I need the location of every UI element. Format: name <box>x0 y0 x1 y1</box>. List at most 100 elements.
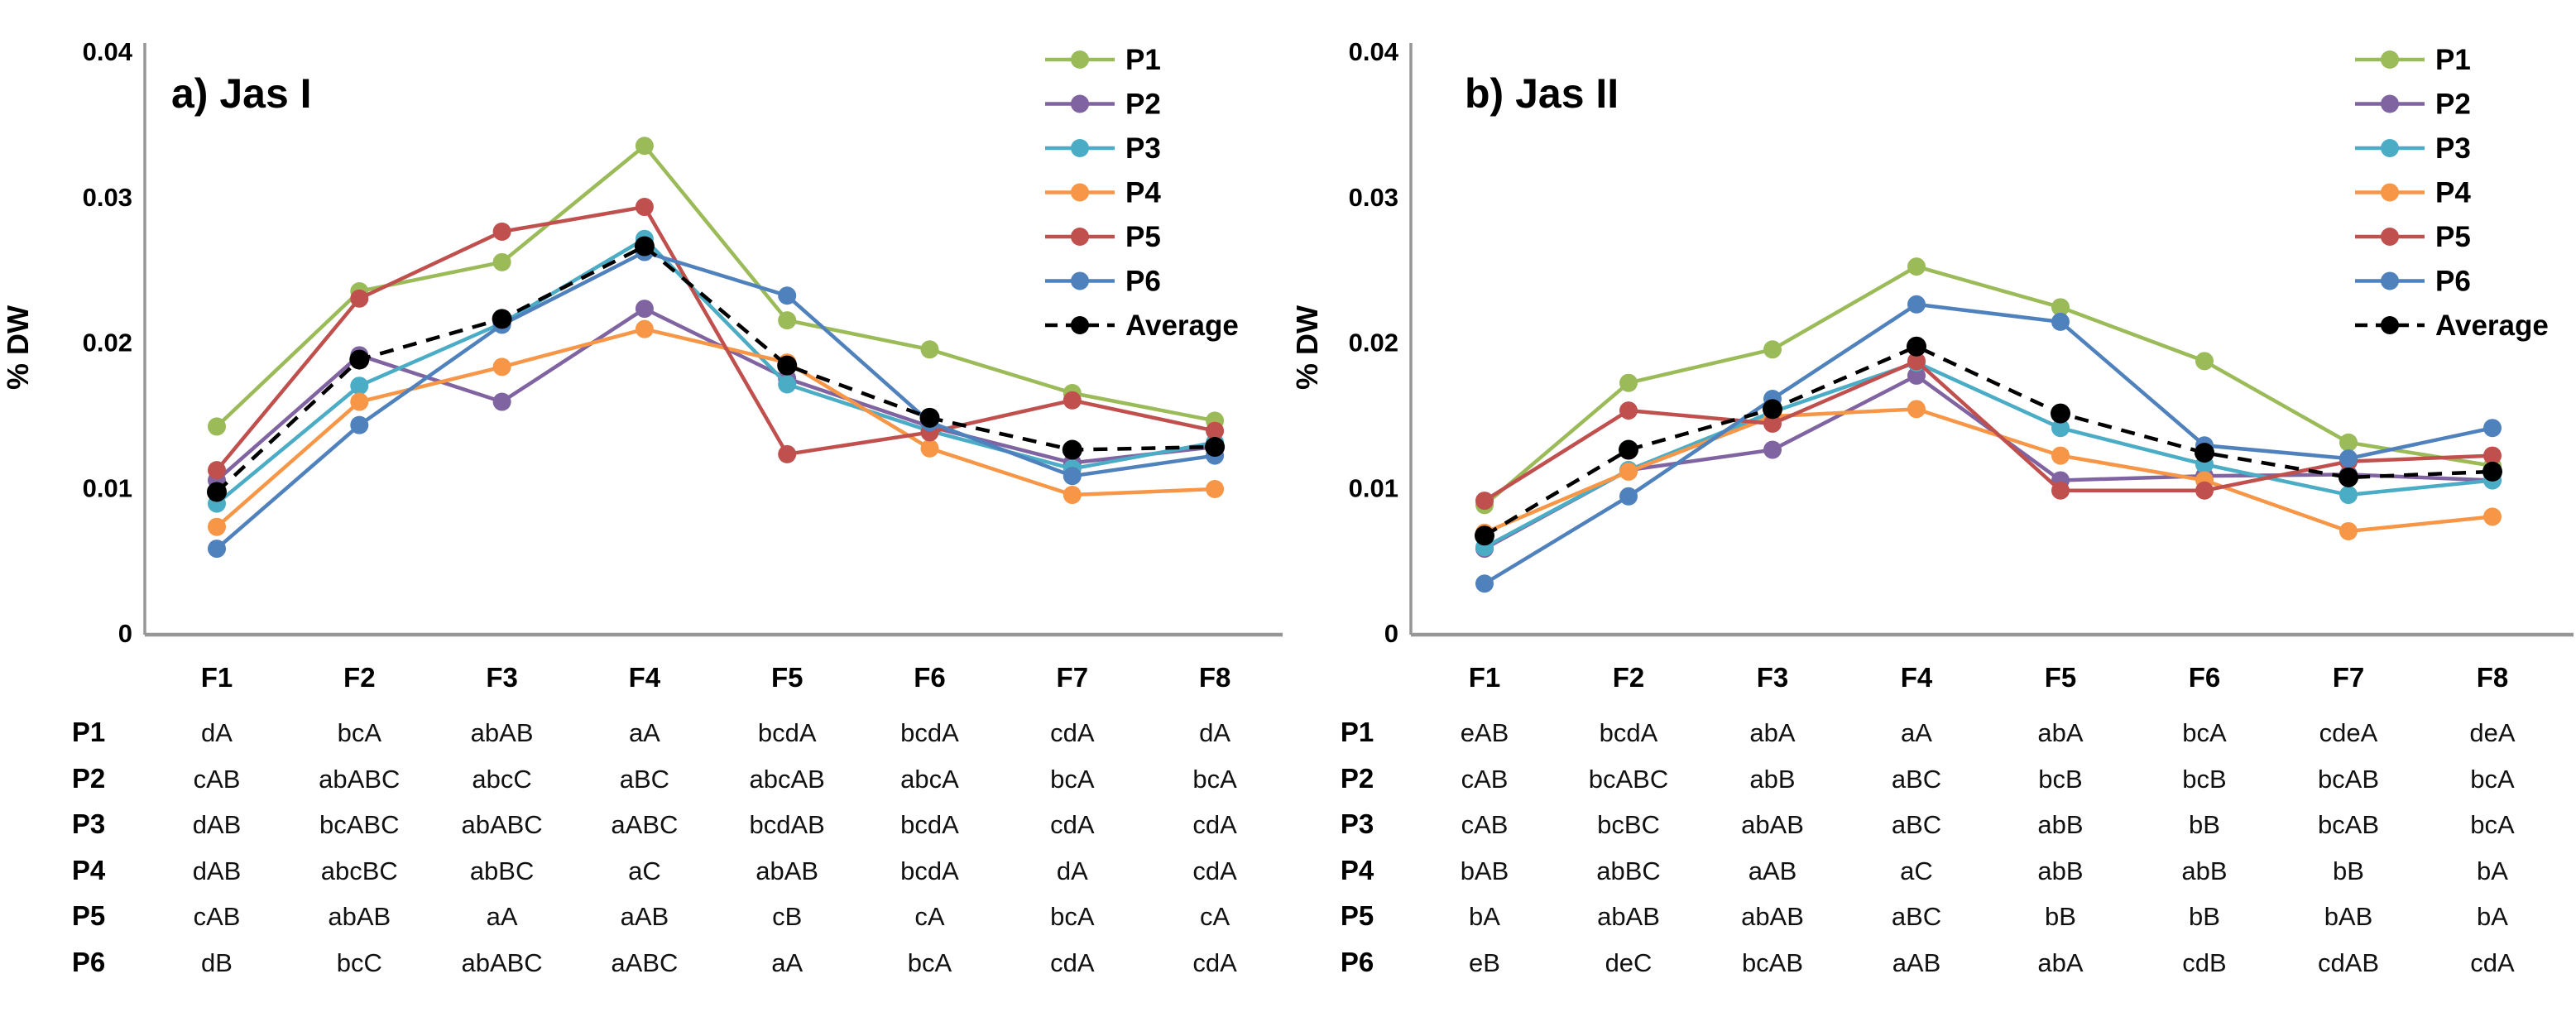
table-cell-P1-F5: abA <box>2037 718 2083 747</box>
table-cell-P1-F8: deA <box>2469 718 2515 747</box>
table-cell-P3-F5: abB <box>2037 810 2083 839</box>
table-cell-P1-F7: cdeA <box>2319 718 2378 747</box>
series-P1-marker <box>1619 373 1638 392</box>
table-cell-P4-F5: abB <box>2037 856 2083 885</box>
y-tick-label: 0 <box>118 619 132 648</box>
table-cell-P5-F3: aA <box>487 902 518 931</box>
legend-swatch-marker <box>2381 94 2399 113</box>
series-P4-marker <box>2051 446 2070 465</box>
series-P1-marker <box>778 311 797 330</box>
y-tick-label: 0.03 <box>83 183 132 212</box>
legend-swatch-marker <box>1071 271 1089 290</box>
legend-item-P4: P4 <box>1045 177 1161 209</box>
table-cell-P6-F4: aAB <box>1892 948 1941 977</box>
series-P4-marker <box>492 357 511 377</box>
series-P5-marker <box>2051 481 2070 500</box>
series-P1-marker <box>1907 257 1926 276</box>
series-P4-line <box>215 327 1216 529</box>
series-P6-marker <box>1063 467 1082 486</box>
table-cell-P6-F1: dB <box>201 948 233 977</box>
table-cell-P5-F7: bcA <box>1050 902 1095 931</box>
x-category-label: F4 <box>1901 662 1933 693</box>
table-cell-P2-F8: bcA <box>1192 765 1237 794</box>
x-category-label: F6 <box>914 662 946 693</box>
table-cell-P5-F5: cB <box>772 902 802 931</box>
series-P2-line <box>215 306 1216 482</box>
legend-item-P1: P1 <box>2355 44 2471 76</box>
series-Average-marker <box>777 355 798 376</box>
series-Average-marker <box>2051 403 2070 424</box>
table-row-label: P4 <box>1341 855 1374 885</box>
x-category-label: F1 <box>201 662 233 693</box>
table-cell-P6-F3: bcAB <box>1742 948 1803 977</box>
series-P1-line <box>1483 264 2493 507</box>
table-cell-P6-F5: abA <box>2037 948 2083 977</box>
legend-item-P6: P6 <box>2355 266 2471 298</box>
series-P1-marker <box>492 252 511 271</box>
table-cell-P4-F7: bB <box>2333 856 2364 885</box>
table-cell-P2-F2: bcABC <box>1589 765 1668 794</box>
legend-item-Average: Average <box>1045 309 1239 342</box>
legend-item-Average: Average <box>2355 309 2549 342</box>
series-Average-marker <box>634 236 655 257</box>
series-P1-marker <box>2195 352 2214 371</box>
table-cell-P4-F8: cdA <box>1192 856 1237 885</box>
series-P4-marker <box>1206 480 1225 499</box>
x-category-label: F5 <box>771 662 804 693</box>
table-cell-P3-F5: bcdAB <box>750 810 825 839</box>
series-P5-marker <box>2483 446 2502 465</box>
table-cell-P2-F1: cAB <box>194 765 241 794</box>
legend-label-P5: P5 <box>1125 221 1161 253</box>
table-cell-P5-F4: aAB <box>621 902 669 931</box>
table-cell-P2-F3: abB <box>1749 765 1795 794</box>
legend-item-P3: P3 <box>1045 132 1161 165</box>
series-P2-marker <box>635 300 654 319</box>
series-P6-marker <box>208 540 226 559</box>
x-category-label: F4 <box>629 662 661 693</box>
table-cell-P6-F8: cdA <box>2470 948 2515 977</box>
series-P3-marker <box>778 375 797 394</box>
table-row-P6: P6 eB deC bcAB aAB abA cdB cdAB cdA <box>1341 947 2515 977</box>
series-P6-marker <box>1475 574 1494 593</box>
table-cell-P2-F8: bcA <box>2470 765 2515 794</box>
table-cell-P6-F6: bcA <box>908 948 952 977</box>
table-cell-P4-F3: aAB <box>1749 856 1797 885</box>
table-cell-P3-F6: bB <box>2189 810 2220 839</box>
table-cell-P2-F5: bcB <box>2038 765 2082 794</box>
table-cell-P1-F6: bcA <box>2182 718 2227 747</box>
table-cell-P6-F4: aABC <box>611 948 678 977</box>
series-Average-marker <box>2339 467 2358 487</box>
table-cell-P2-F5: abcAB <box>750 765 825 794</box>
table-cell-P1-F6: bcdA <box>900 718 959 747</box>
series-Average-marker <box>1907 336 1926 357</box>
series-P5-marker <box>1907 352 1926 371</box>
table-cell-P1-F7: cdA <box>1050 718 1095 747</box>
table-cell-P4-F1: dAB <box>193 856 242 885</box>
table-cell-P3-F6: bcdA <box>900 810 959 839</box>
series-Average-marker <box>349 349 370 370</box>
table-cell-P6-F8: cdA <box>1192 948 1237 977</box>
table-cell-P5-F1: cAB <box>194 902 241 931</box>
series-P5-marker <box>1763 414 1782 433</box>
legend-item-P6: P6 <box>1045 266 1161 298</box>
table-row-P4: P4 bAB abBC aAB aC abB abB bB bA <box>1341 855 2508 885</box>
table-cell-P3-F4: aBC <box>1892 810 1941 839</box>
y-tick-label: 0.04 <box>1349 37 1399 66</box>
legend-label-P4: P4 <box>1125 177 1161 209</box>
table-cell-P4-F6: bcdA <box>900 856 959 885</box>
legend-item-P2: P2 <box>2355 89 2471 121</box>
table-cell-P3-F1: cAB <box>1461 810 1509 839</box>
series-P4-marker <box>1907 400 1926 419</box>
series-Average-marker <box>919 407 940 428</box>
table-row-P3: P3 cAB bcBC abAB aBC abB bB bcAB bcA <box>1341 808 2515 839</box>
table-row-P5: P5 cAB abAB aA aAB cB cA bcA cA <box>72 900 1230 931</box>
x-category-label: F2 <box>1613 662 1645 693</box>
legend-swatch-marker <box>1071 139 1089 157</box>
series-P5-marker <box>2195 481 2214 500</box>
table-row-label: P2 <box>72 763 105 794</box>
y-tick-label: 0.01 <box>83 473 132 502</box>
series-Average-line <box>215 243 1216 494</box>
x-category-label: F5 <box>2045 662 2077 693</box>
table-cell-P4-F6: abB <box>2181 856 2227 885</box>
